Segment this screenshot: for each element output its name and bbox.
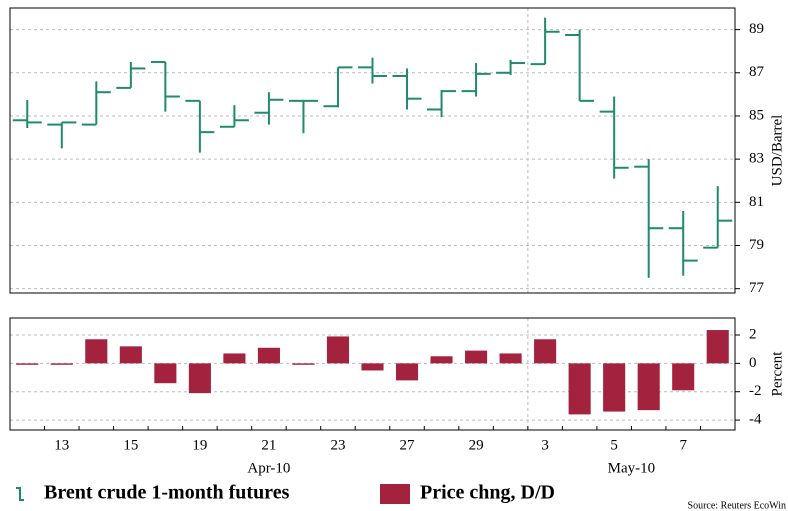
x-tick-label: 3: [541, 437, 549, 453]
x-tick-label: 19: [192, 437, 207, 453]
y-tick-label: 87: [749, 64, 765, 80]
bar: [154, 363, 177, 384]
x-tick-label: 15: [123, 437, 138, 453]
y-axis-label: Percent: [769, 351, 785, 397]
bar: [499, 353, 522, 364]
bar: [257, 347, 280, 364]
y-tick-label: 83: [749, 151, 764, 167]
bar: [430, 356, 453, 364]
bar: [534, 339, 557, 364]
bar: [706, 330, 729, 364]
y-tick-label: 77: [749, 280, 765, 296]
x-tick-label: 7: [679, 437, 687, 453]
y-tick-label: 0: [749, 355, 757, 371]
y-axis-label: USD/Barrel: [769, 115, 785, 187]
y-tick-label: 89: [749, 21, 764, 37]
bar: [465, 350, 488, 364]
x-tick-label: 23: [330, 437, 345, 453]
bar: [361, 363, 384, 371]
bar: [326, 336, 350, 364]
bar: [292, 363, 315, 365]
legend-label: Brent crude 1-month futures: [44, 482, 290, 504]
bar: [85, 339, 108, 364]
bar: [672, 363, 695, 391]
y-tick-label: -2: [749, 383, 762, 399]
legend-label: Price chng, D/D: [420, 482, 555, 504]
x-tick-label: 13: [54, 437, 69, 453]
plot-frame: [9, 317, 736, 431]
y-tick-label: 79: [749, 237, 764, 253]
x-tick-label: 5: [610, 437, 618, 453]
bar: [16, 363, 39, 365]
bar: [50, 363, 73, 365]
y-tick-label: -4: [749, 412, 762, 428]
y-tick-label: 2: [749, 326, 757, 342]
bar: [637, 363, 660, 411]
source: Source: Reuters EcoWin: [688, 500, 786, 511]
x-tick-label: 21: [261, 437, 276, 453]
x-tick-label: 29: [469, 437, 484, 453]
x-tick-label: 27: [400, 437, 416, 453]
bar: [223, 353, 246, 364]
x-group-label: Apr-10: [247, 460, 290, 476]
legend-swatch: [380, 484, 410, 504]
plot-frame: [9, 7, 736, 294]
x-group-label: May-10: [608, 460, 656, 476]
bar: [568, 363, 591, 415]
bar: [188, 363, 211, 394]
bar: [603, 363, 626, 412]
bar: [395, 363, 419, 381]
y-tick-label: 81: [749, 194, 764, 210]
bar: [119, 346, 142, 364]
y-tick-label: 85: [749, 107, 764, 123]
